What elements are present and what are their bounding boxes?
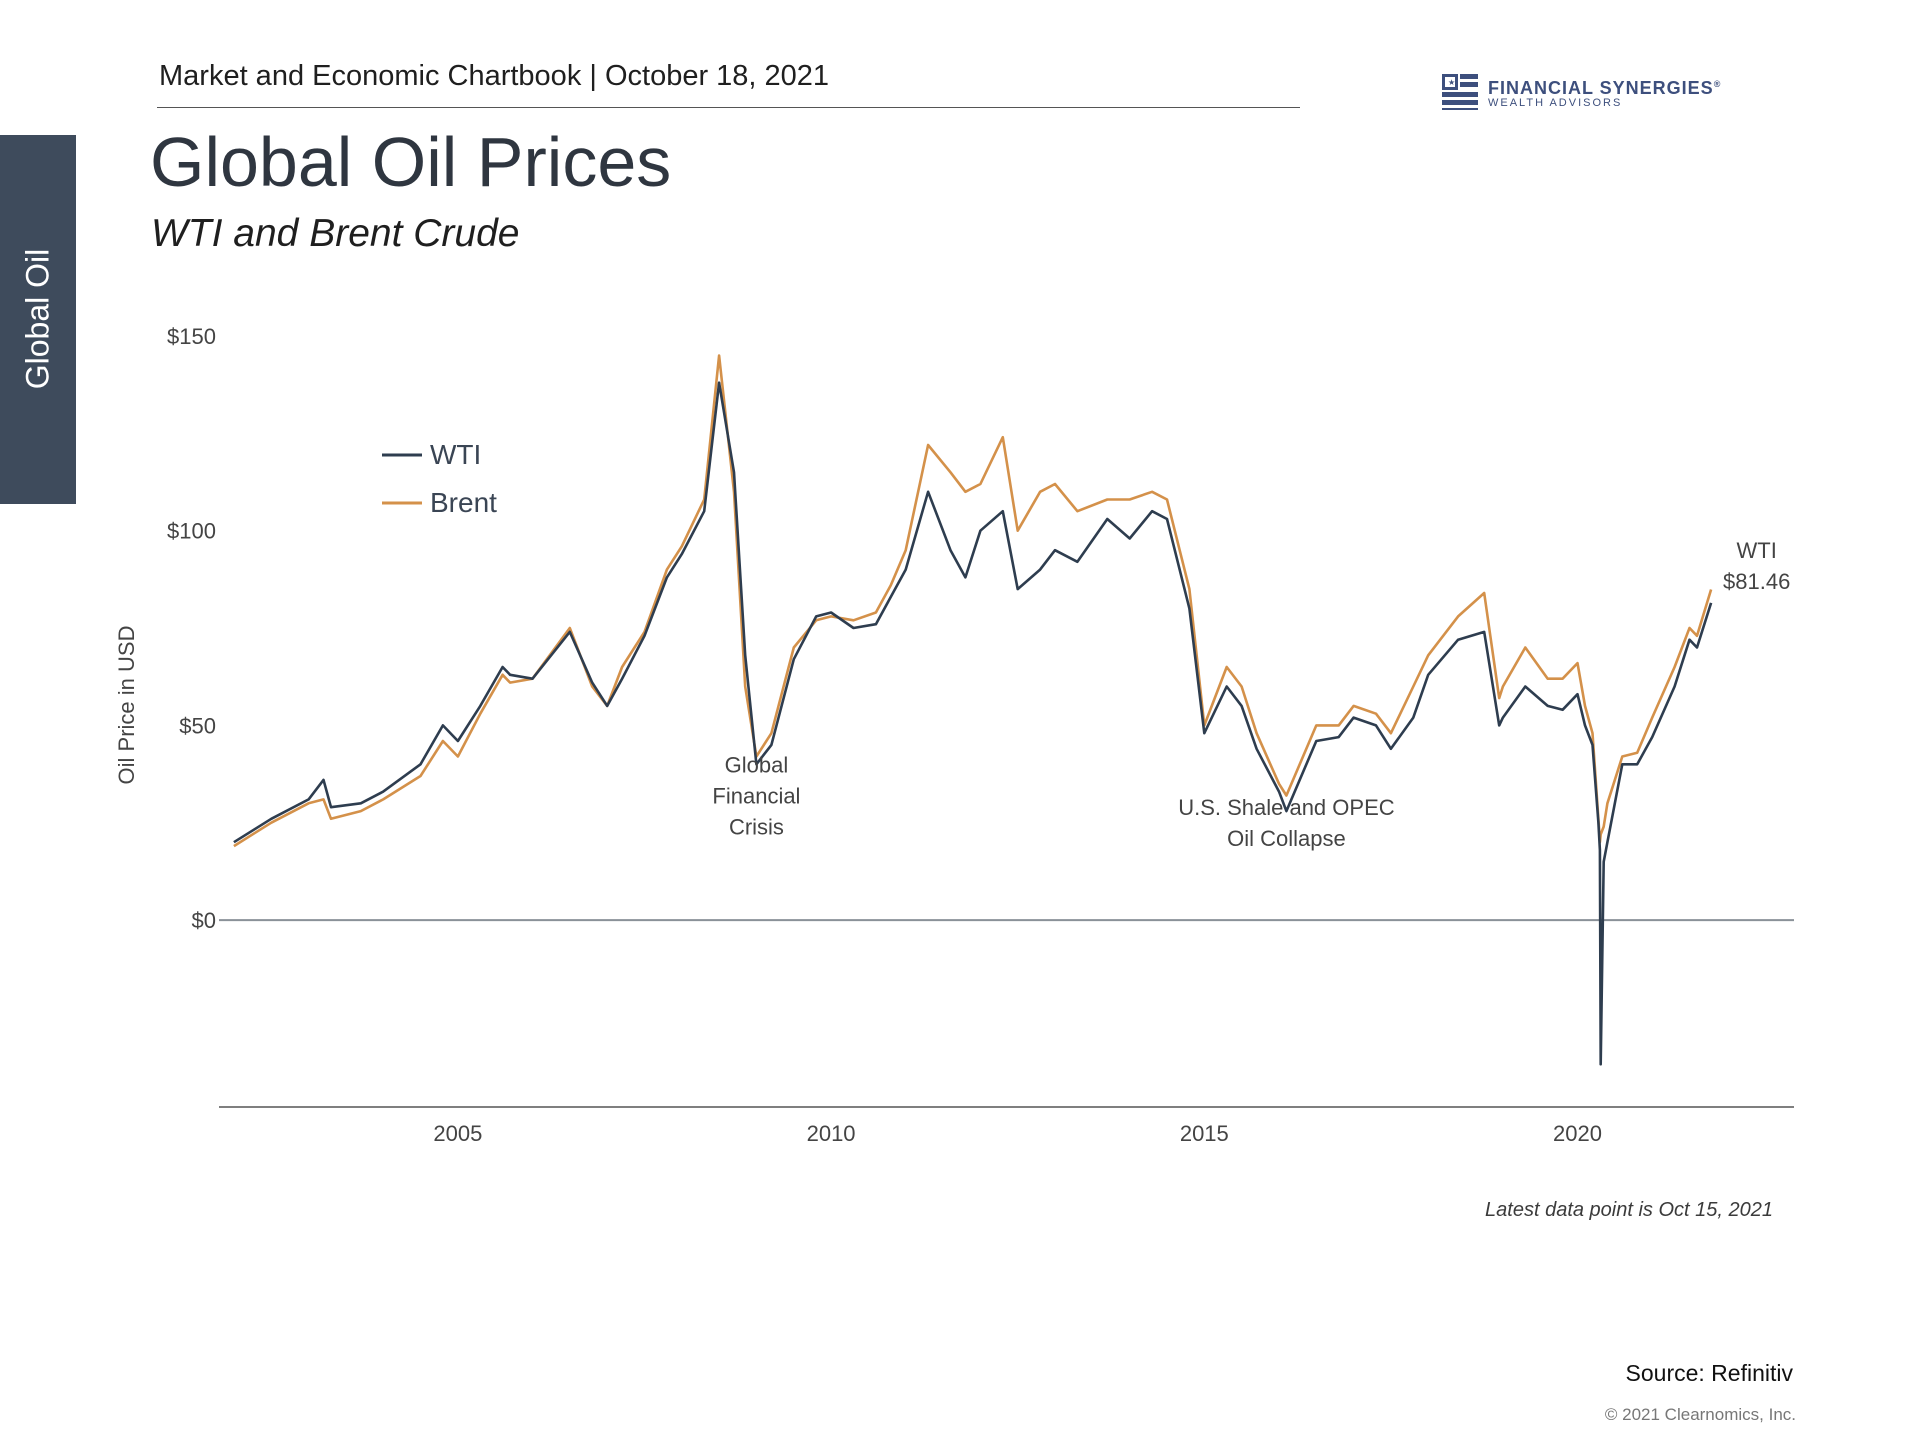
header-divider [157, 107, 1300, 108]
annotation-text: WTI [1737, 538, 1777, 563]
logo-tagline: WEALTH ADVISORS [1488, 97, 1623, 109]
section-tab: Global Oil [0, 135, 76, 504]
page-subtitle: WTI and Brent Crude [151, 212, 520, 255]
copyright: © 2021 Clearnomics, Inc. [1604, 1405, 1796, 1424]
source-label: Source: Refinitiv [1625, 1360, 1793, 1386]
company-logo: ★ FINANCIAL SYNERGIES® WEALTH ADVISORS [1442, 72, 1721, 112]
legend-label-brent: Brent [430, 487, 497, 518]
series-line-wti [233, 381, 1713, 1066]
annotation-text: U.S. Shale and OPEC [1178, 795, 1395, 820]
x-tick-label: 2015 [1180, 1121, 1229, 1146]
y-tick-label: $0 [192, 908, 216, 933]
x-tick-label: 2020 [1553, 1121, 1602, 1146]
latest-data-note: Latest data point is Oct 15, 2021 [1485, 1199, 1773, 1221]
series-line-brent [233, 354, 1713, 848]
annotation-text: Financial [712, 783, 800, 808]
annotation-text: $81.46 [1723, 569, 1790, 594]
annotation-text: Oil Collapse [1227, 826, 1346, 851]
x-tick-label: 2005 [433, 1121, 482, 1146]
y-tick-label: $50 [179, 713, 216, 738]
legend-label-wti: WTI [430, 439, 481, 470]
annotation-text: Global [725, 752, 789, 777]
y-tick-label: $100 [167, 519, 216, 544]
y-tick-label: $150 [167, 324, 216, 349]
flag-logo-icon: ★ [1442, 74, 1478, 110]
annotation-text: Crisis [729, 814, 784, 839]
y-axis-title: Oil Price in USD [114, 626, 139, 785]
page-title: Global Oil Prices [150, 123, 672, 201]
chartbook-header: Market and Economic Chartbook | October … [159, 60, 830, 92]
x-tick-label: 2010 [807, 1121, 856, 1146]
logo-name: FINANCIAL SYNERGIES® [1488, 78, 1722, 98]
